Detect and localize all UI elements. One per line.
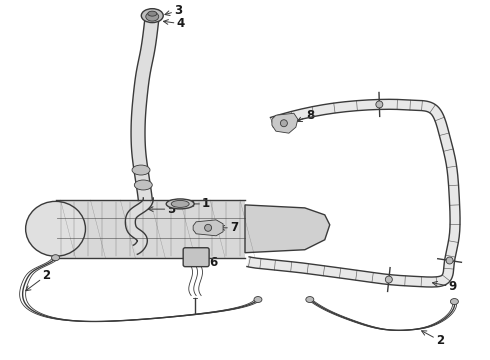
Ellipse shape [376,101,383,108]
Ellipse shape [254,297,262,302]
Ellipse shape [385,276,392,283]
Text: 8: 8 [297,109,314,122]
Ellipse shape [166,199,194,209]
Ellipse shape [205,224,212,231]
Ellipse shape [25,201,85,256]
Ellipse shape [146,12,159,21]
Polygon shape [131,15,159,201]
Text: 6: 6 [194,256,218,269]
Text: 2: 2 [421,331,444,347]
FancyBboxPatch shape [183,248,209,267]
Ellipse shape [306,297,314,302]
Ellipse shape [132,165,150,175]
Text: 4: 4 [164,17,185,30]
Ellipse shape [450,298,458,305]
Ellipse shape [446,257,453,264]
Polygon shape [272,113,298,133]
Text: 1: 1 [189,197,210,210]
Ellipse shape [280,120,287,127]
Polygon shape [125,198,153,254]
Text: 3: 3 [165,4,182,17]
Ellipse shape [134,180,152,190]
Text: 9: 9 [433,280,457,293]
Polygon shape [193,220,223,236]
Ellipse shape [171,201,189,207]
Polygon shape [245,205,330,253]
Polygon shape [247,99,460,287]
Ellipse shape [148,11,157,16]
Polygon shape [55,200,245,258]
Text: 2: 2 [26,269,51,291]
Ellipse shape [51,255,59,261]
Ellipse shape [141,9,163,23]
Text: 5: 5 [148,203,176,216]
Text: 7: 7 [220,221,238,234]
